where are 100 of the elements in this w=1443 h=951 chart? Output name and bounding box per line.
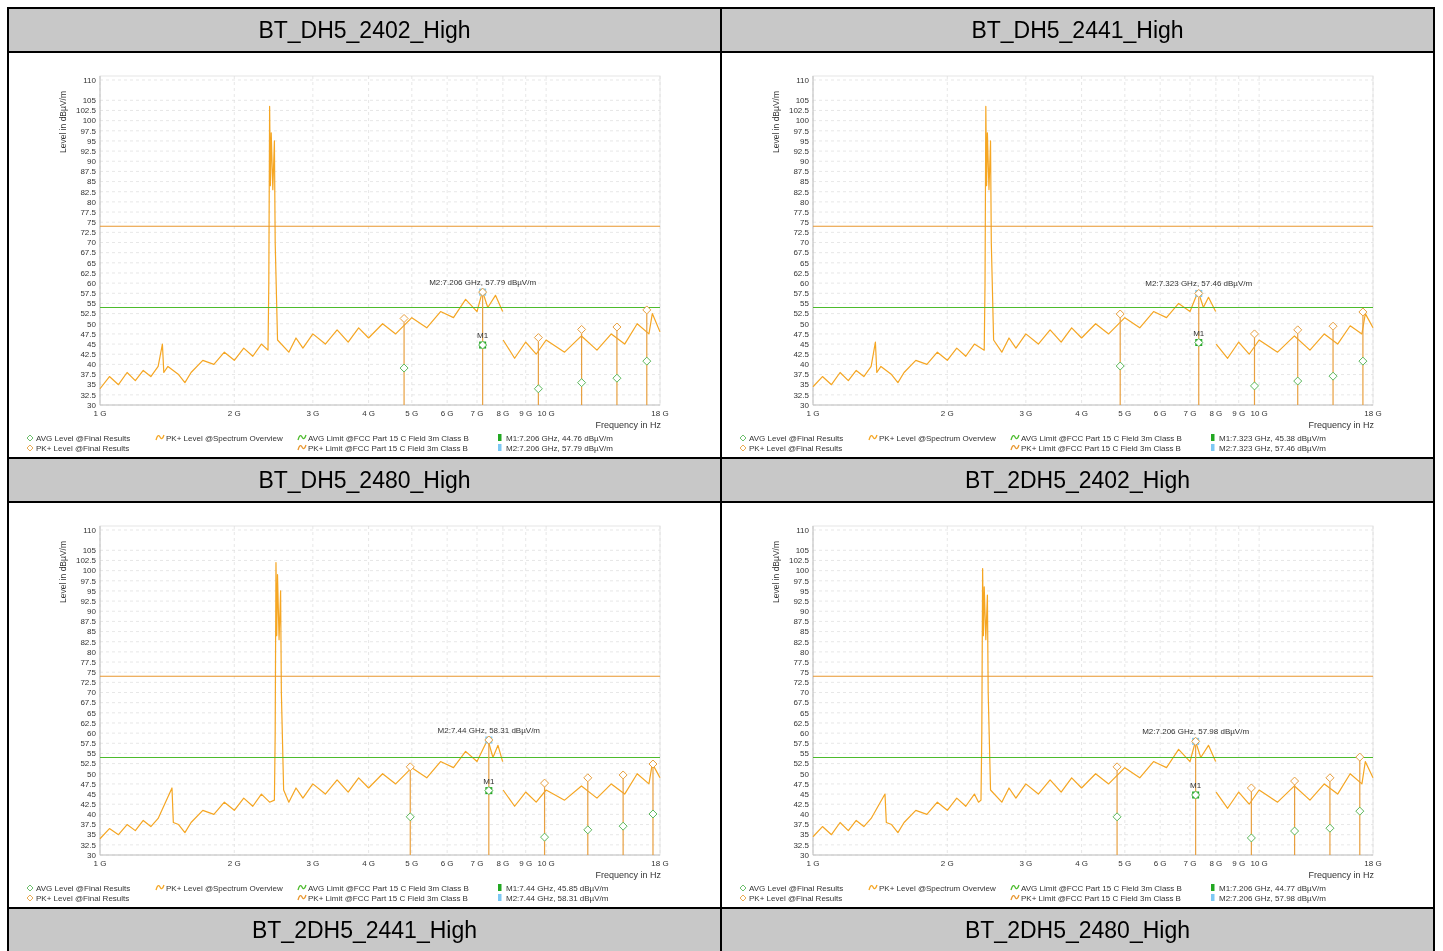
y-tick-label: 95 — [87, 136, 97, 146]
y-tick-label: 60 — [87, 278, 97, 288]
y-tick-label: 102.5 — [75, 556, 97, 566]
legend-label: AVG Limit @FCC Part 15 C Field 3m Class B — [1021, 884, 1182, 893]
x-tick-label: 18 G — [651, 409, 669, 418]
y-tick-label: 87.5 — [793, 167, 810, 177]
y-tick-label: 82.5 — [793, 187, 810, 197]
y-tick-label: 90 — [800, 157, 810, 167]
y-tick-label: 65 — [87, 708, 97, 718]
x-axis-title: Frequency in Hz — [1308, 870, 1375, 880]
y-tick-label: 42.5 — [80, 800, 97, 810]
y-tick-label: 82.5 — [80, 637, 97, 647]
y-tick-label: 32.5 — [793, 840, 810, 850]
y-tick-label: 55 — [800, 299, 810, 309]
y-tick-label: 40 — [87, 810, 97, 820]
y-axis-title: Level in dBµV/m — [771, 90, 781, 154]
x-tick-label: 1 G — [806, 409, 820, 418]
chart-title: BT_DH5_2402_High — [258, 17, 471, 43]
y-tick-label: 47.5 — [793, 329, 810, 339]
y-tick-label: 92.5 — [793, 146, 810, 156]
y-tick-label: 85 — [87, 627, 97, 637]
y-tick-label: 110 — [796, 75, 810, 85]
annotation: M2:7.206 GHz, 57.98 dBµV/m — [1142, 727, 1250, 737]
y-tick-label: 90 — [87, 157, 97, 167]
y-tick-label: 85 — [800, 627, 810, 637]
y-tick-label: 50 — [800, 319, 810, 329]
legend-label: PK+ Level @Final Results — [36, 894, 130, 903]
y-tick-label: 80 — [800, 647, 810, 657]
x-tick-label: 3 G — [306, 409, 320, 418]
y-tick-label: 32.5 — [80, 840, 97, 850]
y-tick-label: 45 — [800, 339, 810, 349]
y-tick-label: 100 — [795, 116, 810, 126]
x-axis-title: Frequency in Hz — [1308, 420, 1375, 430]
y-tick-label: 67.5 — [793, 248, 810, 258]
x-tick-label: 1 G — [806, 859, 820, 868]
y-tick-label: 62.5 — [793, 718, 810, 728]
y-tick-label: 67.5 — [80, 248, 97, 258]
y-tick-label: 92.5 — [80, 146, 97, 156]
y-tick-label: 105 — [82, 546, 97, 556]
y-tick-label: 30 — [87, 400, 97, 410]
legend-label: PK+ Limit @FCC Part 15 C Field 3m Class B — [1021, 894, 1181, 903]
y-tick-label: 82.5 — [80, 187, 97, 197]
x-tick-label: 10 G — [537, 859, 555, 868]
x-tick-label: 9 G — [1232, 409, 1246, 418]
y-tick-label: 102.5 — [788, 556, 810, 566]
y-tick-label: 50 — [800, 769, 810, 779]
y-tick-label: 80 — [800, 197, 810, 207]
legend-label: AVG Level @Final Results — [36, 434, 131, 443]
y-axis-title: Level in dBµV/m — [771, 540, 781, 604]
x-tick-label: 18 G — [651, 859, 669, 868]
x-tick-label: 6 G — [440, 409, 454, 418]
y-tick-label: 40 — [800, 810, 810, 820]
x-tick-label: 9 G — [1232, 859, 1246, 868]
y-tick-label: 70 — [87, 238, 97, 248]
y-tick-label: 60 — [800, 728, 810, 738]
y-tick-label: 50 — [87, 769, 97, 779]
legend-label: AVG Limit @FCC Part 15 C Field 3m Class B — [308, 434, 469, 443]
y-tick-label: 32.5 — [793, 390, 810, 400]
y-tick-label: 50 — [87, 319, 97, 329]
x-tick-label: 4 G — [1075, 859, 1089, 868]
x-tick-label: 8 G — [496, 859, 510, 868]
x-tick-label: 7 G — [470, 859, 484, 868]
y-tick-label: 37.5 — [793, 370, 810, 380]
y-tick-label: 100 — [82, 116, 97, 126]
legend-label: M2:7.206 GHz, 57.98 dBµV/m — [1219, 894, 1327, 903]
y-tick-label: 47.5 — [793, 779, 810, 789]
y-tick-label: 95 — [800, 586, 810, 596]
x-tick-label: 18 G — [1364, 859, 1382, 868]
y-tick-label: 42.5 — [793, 350, 810, 360]
y-tick-label: 105 — [795, 546, 810, 556]
x-tick-label: 5 G — [1118, 859, 1132, 868]
legend-label: AVG Limit @FCC Part 15 C Field 3m Class B — [308, 884, 469, 893]
x-tick-label: 4 G — [1075, 409, 1089, 418]
y-tick-label: 105 — [795, 96, 810, 106]
x-tick-label: 6 G — [440, 859, 454, 868]
x-tick-label: 2 G — [940, 409, 954, 418]
legend-label: PK+ Level @Spectrum Overview — [166, 884, 284, 893]
y-tick-label: 70 — [800, 238, 810, 248]
y-tick-label: 80 — [87, 647, 97, 657]
x-tick-label: 10 G — [537, 409, 555, 418]
legend-label: M1:7.206 GHz, 44.76 dBµV/m — [506, 434, 614, 443]
x-tick-label: 10 G — [1250, 859, 1268, 868]
x-tick-label: 3 G — [1019, 409, 1033, 418]
y-tick-label: 87.5 — [80, 167, 97, 177]
y-tick-label: 35 — [800, 380, 810, 390]
legend-label: M2:7.323 GHz, 57.46 dBµV/m — [1219, 444, 1327, 453]
legend-label: PK+ Level @Final Results — [36, 444, 130, 453]
y-tick-label: 62.5 — [80, 268, 97, 278]
y-tick-label: 65 — [800, 708, 810, 718]
y-tick-label: 60 — [87, 728, 97, 738]
y-tick-label: 110 — [796, 525, 810, 535]
y-tick-label: 37.5 — [80, 370, 97, 380]
legend-label: PK+ Limit @FCC Part 15 C Field 3m Class B — [308, 444, 468, 453]
y-tick-label: 77.5 — [80, 657, 97, 667]
y-tick-label: 52.5 — [793, 309, 810, 319]
legend-label: PK+ Level @Final Results — [749, 444, 843, 453]
chart-title: BT_DH5_2441_High — [971, 17, 1184, 43]
y-tick-label: 40 — [800, 360, 810, 370]
y-tick-label: 67.5 — [80, 698, 97, 708]
y-tick-label: 75 — [87, 217, 97, 227]
